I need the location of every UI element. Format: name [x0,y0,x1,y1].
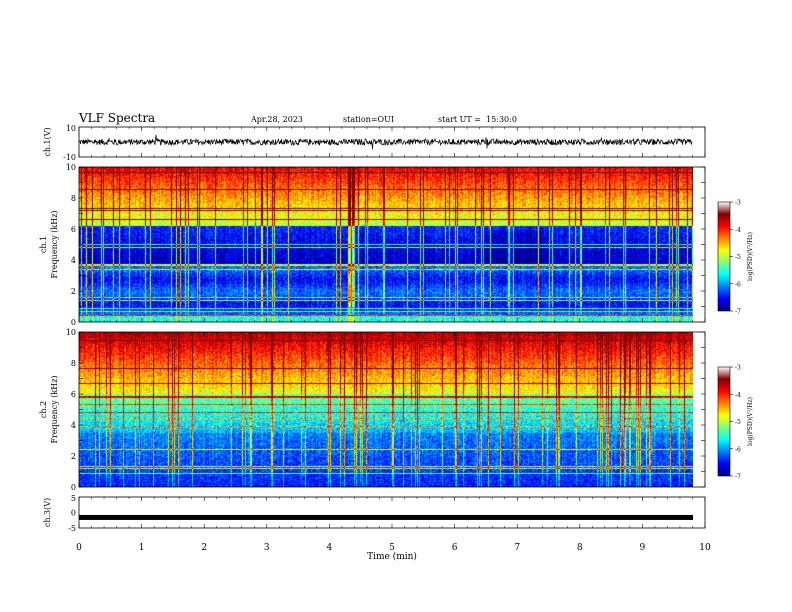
time-axis: 0 1 2 3 4 5 6 7 8 9 10 Time (min) [76,543,711,562]
x-tick-label: 5 [389,543,395,553]
y-tick-label: 5 [71,494,76,503]
colorbar [717,366,731,477]
x-tick-label: 6 [452,543,458,553]
colorbar-tick-label: -4 [735,392,741,399]
ch2-spectrogram-panel: 0 2 4 6 8 10 ch.2 Frequency (kHz) [39,328,706,492]
colorbar-tick-label: -3 [735,200,741,207]
y-tick-label: -10 [63,153,76,162]
y-tick-label: 10 [66,163,76,172]
y-tick-label: 10 [66,124,76,133]
x-tick-label: 9 [640,543,646,553]
y-tick-label: -5 [68,524,76,533]
y-axis-label: Frequency (kHz) [50,210,59,278]
y-tick-label: 10 [66,328,76,337]
y-axis-label: ch.2 [39,401,48,418]
y-tick-label: 8 [71,194,76,203]
colorbar-tick-label: -7 [735,474,741,481]
colorbar-tick-label: -6 [735,446,741,453]
x-tick-label: 4 [327,543,333,553]
y-tick-label: 0 [71,483,76,492]
colorbar-label: log(PSD)(V²/Hz) [747,397,754,446]
x-tick-label: 1 [139,543,145,553]
y-tick-label: 0 [71,509,76,518]
x-tick-label: 7 [514,543,520,553]
y-axis-label: ch.3(V) [43,498,52,527]
date-label: Apr.28, 2023 [251,115,304,124]
start-time-label: start UT = 15:30:0 [438,115,517,124]
x-axis-label: Time (min) [367,551,417,562]
y-tick-label: 2 [71,287,76,296]
x-tick-label: 0 [76,543,82,553]
y-axis-label: ch.1(V) [43,127,52,156]
station-label: station=OUI [343,115,394,124]
ch1-spectrogram-panel: 0 2 4 6 8 10 ch.1 Frequency (kHz) [39,163,706,327]
colorbar-tick-label: -7 [735,309,741,316]
ch3-trace [79,514,693,520]
colorbar-tick-label: -5 [735,254,741,261]
colorbars: -3 -4 -5 -6 -7 log(PSD)(V²/Hz) -3 -4 -5 -6 -7 log(P… [717,200,754,481]
x-tick-label: 2 [201,543,207,553]
ch1-waveform-panel: 10 -10 ch.1(V) [43,124,706,162]
chart-title: VLF Spectra [79,111,156,125]
y-tick-label: 0 [71,318,76,327]
colorbar-tick-label: -3 [735,365,741,372]
colorbar-tick-label: -4 [735,227,741,234]
ch3-waveform-panel: 5 0 -5 ch.3(V) [43,494,706,533]
x-tick-label: 8 [577,543,583,553]
y-tick-label: 6 [71,225,76,234]
x-tick-label: 3 [264,543,270,553]
y-tick-label: 2 [71,452,76,461]
colorbar-tick-label: -6 [735,281,741,288]
colorbar-tick-label: -5 [735,419,741,426]
y-tick-label: 6 [71,390,76,399]
ch1-trace [78,134,693,150]
y-axis-label: ch.1 [39,236,48,253]
y-tick-label: 8 [71,359,76,368]
y-tick-label: 4 [71,421,76,430]
y-axis-label: Frequency (kHz) [50,375,59,443]
spectrogram-image [79,332,693,487]
colorbar-label: log(PSD)(V²/Hz) [747,232,754,281]
colorbar [717,201,731,312]
y-tick-label: 4 [71,256,76,265]
x-tick-label: 10 [699,543,711,553]
ch3-frame [78,496,706,529]
spectrogram-image [79,167,693,322]
